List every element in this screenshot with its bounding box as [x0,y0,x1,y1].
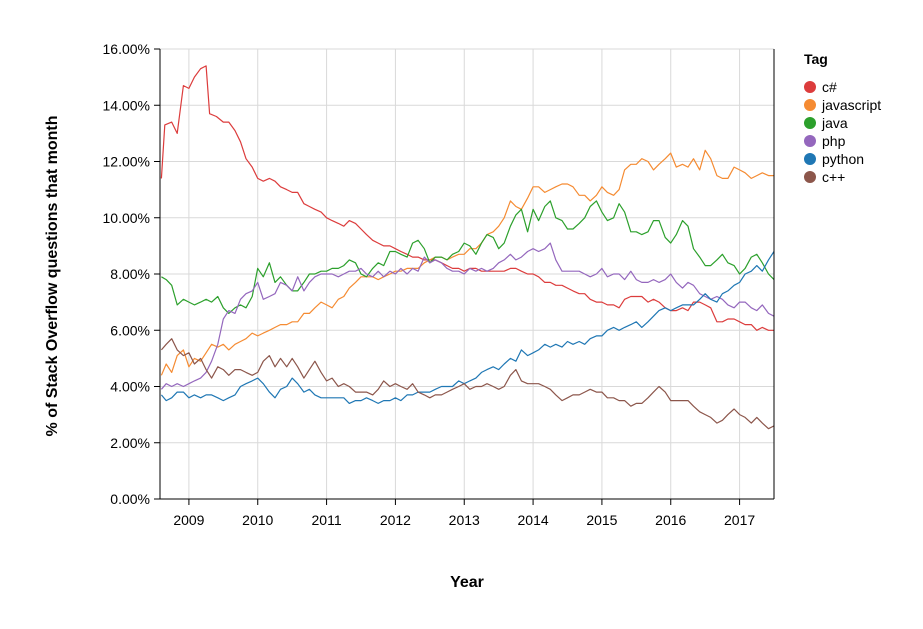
y-tick-label: 8.00% [110,266,150,282]
series-line-java [161,200,775,314]
legend-label: c# [822,79,837,95]
x-axis-title: Year [450,574,484,591]
legend-swatch [804,117,816,129]
legend-swatch [804,153,816,165]
legend-label: c++ [822,169,845,185]
y-axis-title: % of Stack Overflow questions that month [44,116,61,437]
x-tick-label: 2009 [173,512,204,528]
series-lines [160,65,775,430]
x-tick-label: 2010 [242,512,273,528]
x-tick-label: 2013 [449,512,480,528]
y-tick-label: 6.00% [110,322,150,338]
x-tick-label: 2015 [586,512,617,528]
series-line-python [160,251,775,404]
series-line-c [160,338,775,430]
y-tick-label: 12.00% [103,154,150,170]
axes: 0.00% 2.00% 4.00% 6.00% 8.00% 10.00% 12.00% 14.… [103,41,775,528]
x-tick-label: 2014 [518,512,549,528]
legend-swatch [804,171,816,183]
legend-label: python [822,151,864,167]
y-tick-label: 16.00% [103,41,150,57]
y-tick-label: 4.00% [110,379,150,395]
legend-label: php [822,133,846,149]
series-line-php [160,242,775,390]
x-tick-label: 2017 [724,512,755,528]
y-tick-label: 0.00% [110,491,150,507]
x-tick-label: 2016 [655,512,686,528]
legend-swatch [804,81,816,93]
legend-swatch [804,135,816,147]
legend: Tag c# javascript java php python c++ [804,51,881,185]
y-tick-label: 2.00% [110,435,150,451]
y-tick-label: 14.00% [103,97,150,113]
legend-title: Tag [804,51,828,67]
y-tick-label: 10.00% [103,210,150,226]
legend-label: java [821,115,848,131]
legend-swatch [804,99,816,111]
legend-label: javascript [821,97,881,113]
x-tick-label: 2011 [312,512,342,528]
grid [160,48,774,500]
x-tick-label: 2012 [380,512,411,528]
legend-items: c# javascript java php python c++ [804,79,881,185]
series-line-javascript [160,149,774,376]
